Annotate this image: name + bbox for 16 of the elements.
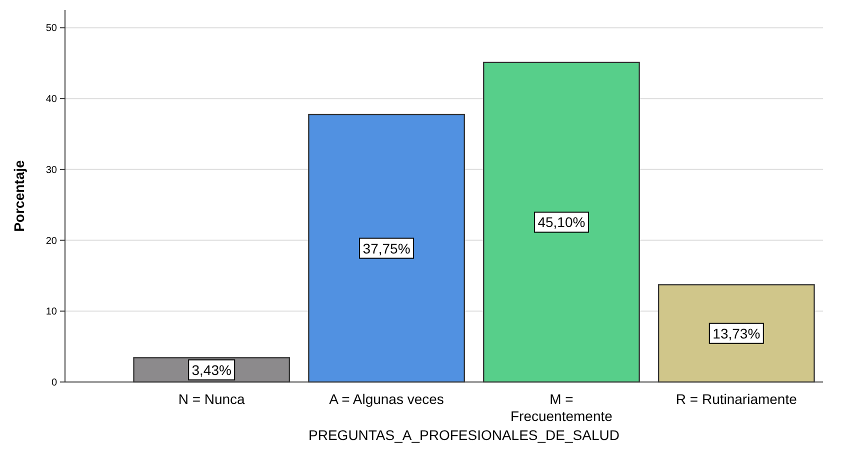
data-label: 13,73% bbox=[712, 325, 760, 342]
data-label: 45,10% bbox=[538, 214, 586, 230]
y-axis-title: Porcentaje bbox=[11, 160, 27, 232]
y-tick-label: 10 bbox=[46, 306, 58, 318]
x-axis-title: PREGUNTAS_A_PROFESIONALES_DE_SALUD bbox=[308, 427, 620, 443]
data-label: 37,75% bbox=[362, 240, 410, 256]
y-tick-label: 20 bbox=[46, 236, 58, 247]
y-tick-label: 0 bbox=[51, 378, 58, 388]
x-tick-label: N = Nunca bbox=[178, 391, 246, 407]
y-tick-label: 50 bbox=[46, 23, 58, 34]
y-tick-label: 30 bbox=[46, 164, 58, 176]
data-label: 3,43% bbox=[192, 362, 232, 378]
x-tick-label: M = Frecuentemente bbox=[510, 391, 613, 424]
x-tick-label: A = Algunas veces bbox=[329, 391, 444, 407]
x-tick-label: R = Rutinariamente bbox=[676, 391, 798, 407]
y-tick-label: 40 bbox=[46, 94, 58, 106]
